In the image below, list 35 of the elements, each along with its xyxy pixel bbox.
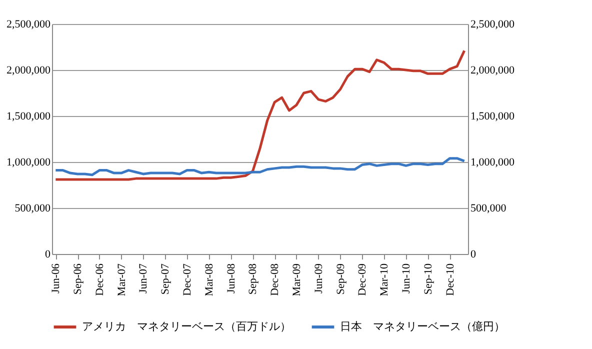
x-tick-label: Sep-10: [422, 263, 434, 295]
x-tick-label: Mar-10: [378, 263, 391, 296]
x-tick-label: Sep-07: [160, 263, 172, 295]
x-tick-label: Dec-10: [444, 263, 456, 296]
x-tick-label: Sep-08: [247, 263, 260, 295]
line-series: [54, 49, 466, 181]
y-tick-label: 2,000,000: [6, 64, 51, 76]
x-tick-label: Dec-09: [356, 263, 369, 296]
legend-label: アメリカ マネタリーベース（百万ドル）: [82, 320, 291, 333]
y-tick-label: 1,000,000: [6, 156, 51, 168]
y2-tick-label: 0: [470, 248, 476, 260]
x-tick-label: Jun-06: [50, 263, 62, 294]
x-tick-label: Jun-07: [138, 263, 150, 294]
x-tick-label: Dec-08: [269, 263, 282, 296]
x-tick-label: Dec-07: [182, 263, 194, 296]
y-tick-label: 2,500,000: [6, 18, 51, 30]
x-tick-label: Mar-09: [290, 263, 303, 296]
x-tick-label: Mar-08: [203, 263, 216, 296]
x-tick-label: Jun-10: [400, 263, 412, 294]
y-tick-label: 500,000: [14, 202, 51, 214]
y2-tick-label: 500,000: [470, 202, 507, 214]
y2-tick-label: 1,000,000: [470, 156, 515, 168]
y-tick-label: 0: [45, 248, 51, 260]
y2-tick-label: 2,500,000: [470, 18, 515, 30]
x-tick-label: Jun-08: [225, 263, 238, 294]
x-tick-label: Jun-09: [312, 263, 325, 294]
y2-tick-label: 1,500,000: [470, 110, 515, 122]
legend-label: 日本 マネタリーベース（億円）: [340, 320, 505, 333]
x-tick-label: Sep-09: [334, 263, 347, 295]
y2-tick-label: 2,000,000: [470, 64, 515, 76]
line-series: [54, 157, 466, 176]
x-tick-label: Mar-07: [116, 263, 128, 296]
y-tick-label: 1,500,000: [6, 110, 51, 122]
x-tick-label: Dec-06: [94, 263, 106, 296]
x-tick-label: Sep-06: [72, 263, 84, 295]
